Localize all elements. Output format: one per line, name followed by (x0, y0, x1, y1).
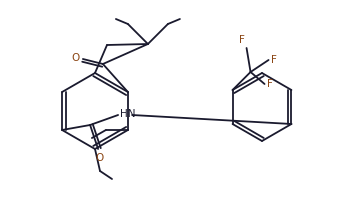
Text: O: O (72, 53, 80, 63)
Text: HN: HN (120, 109, 136, 119)
Text: F: F (270, 55, 277, 65)
Text: O: O (95, 153, 103, 163)
Text: F: F (239, 35, 245, 45)
Text: F: F (267, 79, 272, 89)
